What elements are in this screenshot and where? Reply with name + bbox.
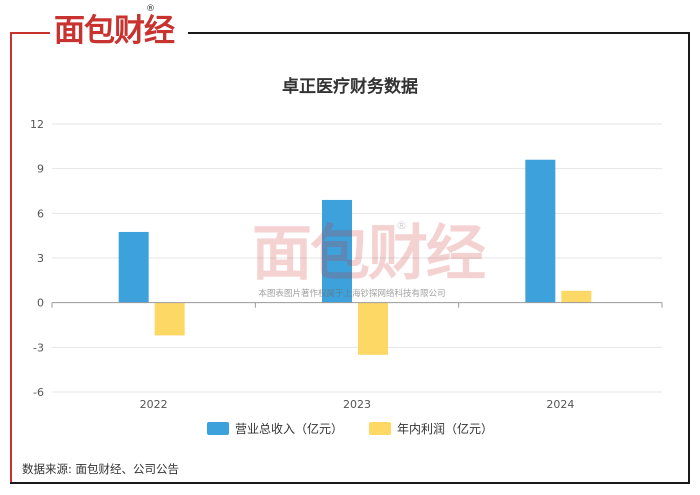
y-tick-label-0: 12: [30, 118, 44, 131]
legend-item-revenue[interactable]: 营业总收入（亿元）: [206, 420, 343, 437]
legend-swatch-revenue: [206, 422, 229, 435]
chart-legend: 营业总收入（亿元） 年内利润（亿元）: [0, 420, 700, 437]
legend-label-profit: 年内利润（亿元）: [397, 422, 494, 436]
y-tick-label-5: -3: [33, 341, 44, 354]
chart-title: 卓正医疗财务数据: [282, 77, 418, 97]
legend-item-profit[interactable]: 年内利润（亿元）: [369, 420, 493, 437]
source-note: 数据来源: 面包财经、公司公告: [22, 462, 180, 476]
bar-1-2023: [358, 302, 388, 355]
frame-right: [688, 32, 690, 484]
frame-left: [10, 32, 12, 484]
x-tick-label-2023: 2023: [343, 398, 371, 411]
watermark-text: 本图表图片著作权属于上海钞探网络科技有限公司: [258, 289, 446, 299]
watermark-registered-mark: ®: [396, 219, 407, 232]
frame-top-right: [188, 32, 690, 34]
bar-0-2022: [118, 231, 149, 303]
x-tick-label-2022: 2022: [140, 398, 168, 411]
frame-bottom: [10, 482, 690, 484]
y-tick-label-4: 0: [37, 297, 44, 310]
brand-registered-mark: ®: [146, 4, 155, 14]
y-tick-label-1: 9: [37, 163, 44, 176]
x-tick-label-2024: 2024: [546, 398, 574, 411]
y-tick-label-2: 6: [37, 207, 44, 220]
watermark-logo: 面包财经: [252, 219, 486, 289]
legend-label-revenue: 营业总收入（亿元）: [234, 422, 343, 436]
frame-top-left: [10, 32, 50, 34]
bar-1-2024: [561, 290, 592, 303]
bar-0-2023: [322, 199, 352, 303]
brand-logo: 面包财经: [54, 13, 175, 49]
y-tick-label-3: 3: [37, 252, 44, 265]
bar-1-2022: [154, 302, 185, 336]
y-tick-label-6: -6: [33, 386, 44, 399]
legend-swatch-profit: [369, 422, 391, 435]
bar-0-2024: [525, 159, 556, 303]
